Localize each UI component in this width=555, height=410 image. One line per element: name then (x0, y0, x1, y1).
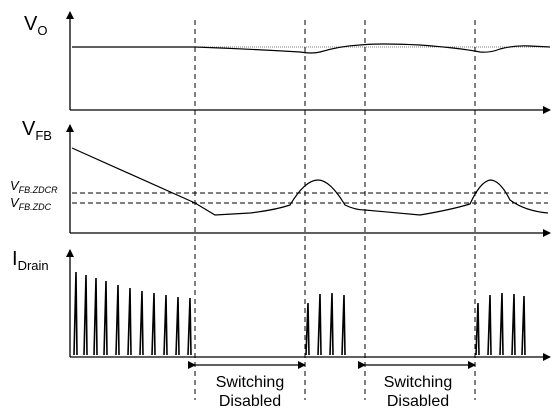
drain-pulse (127, 287, 132, 356)
drain-pulse (305, 302, 310, 356)
vfb-panel: VFB VFB.ZDCR VFB.ZDC (10, 118, 551, 237)
interval-1-line2: Disabled (219, 393, 281, 410)
drain-pulse (83, 274, 88, 356)
vfb-label: VFB (22, 118, 52, 143)
drain-pulse (139, 290, 144, 356)
drain-pulse (475, 302, 480, 356)
idrain-panel: IDrain (12, 248, 551, 361)
drain-pulse (103, 280, 108, 356)
drain-pulse (93, 277, 98, 356)
drain-pulse (115, 284, 120, 356)
drain-pulse (487, 294, 492, 356)
interval-2-line1: Switching (384, 374, 452, 391)
drain-pulse (175, 296, 180, 356)
zdc-label: VFB.ZDC (10, 195, 52, 212)
drain-pulse (341, 294, 346, 356)
drain-pulse (511, 293, 516, 356)
drain-pulse (187, 297, 192, 356)
drain-pulse (73, 271, 78, 356)
interval-1-line1: Switching (216, 374, 284, 391)
drain-pulse (329, 292, 334, 356)
vo-waveform (72, 43, 551, 54)
zdcr-label: VFB.ZDCR (10, 178, 58, 195)
drain-pulse (151, 292, 156, 356)
idrain-label: IDrain (12, 248, 49, 273)
drain-pulse (521, 295, 526, 356)
interval-1: Switching Disabled (188, 361, 306, 410)
drain-pulse (317, 293, 322, 356)
drain-pulse (499, 292, 504, 356)
switching-boundaries (194, 20, 476, 400)
vo-label: VO (24, 13, 47, 38)
vo-panel: VO (24, 11, 551, 114)
drain-pulses (73, 271, 526, 356)
interval-2: Switching Disabled (358, 361, 476, 410)
drain-pulse (163, 294, 168, 356)
interval-2-line2: Disabled (387, 393, 449, 410)
vfb-waveform (71, 147, 549, 216)
